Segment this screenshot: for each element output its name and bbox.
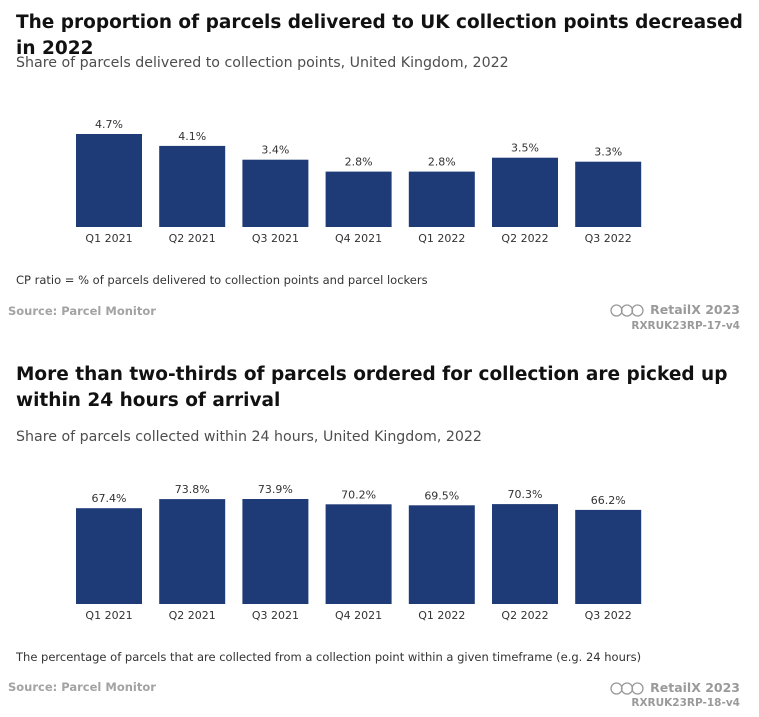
data-label: 73.8% bbox=[175, 483, 210, 496]
x-tick-label: Q4 2021 bbox=[335, 609, 382, 622]
bar-q2-2021 bbox=[159, 145, 226, 227]
bar-q4-2021 bbox=[325, 171, 392, 227]
bar-chart-collection-points: 4.7% Q1 2021 4.1% Q2 2021 3.4% Q3 2021 2.8% Q4 … bbox=[76, 118, 642, 245]
data-label: 69.5% bbox=[424, 489, 459, 502]
bar-q1-2022 bbox=[408, 171, 475, 227]
x-tick-label: Q1 2021 bbox=[85, 232, 132, 245]
bar-q1-2022 bbox=[408, 505, 475, 604]
bar-q1-2021 bbox=[76, 508, 142, 604]
x-tick-label: Q1 2021 bbox=[85, 609, 132, 622]
bar-chart-collected-within-24h: 67.4% Q1 2021 73.8% Q2 2021 73.9% Q3 2021 70.2… bbox=[76, 483, 642, 622]
bar-q3-2021 bbox=[242, 159, 309, 227]
bar-q2-2022 bbox=[492, 157, 558, 227]
chart-title: More than two-thirds of parcels ordered … bbox=[16, 364, 728, 411]
creative-commons-icon bbox=[610, 682, 644, 695]
data-label: 67.4% bbox=[92, 492, 127, 505]
brand-label: RetailX 2023 bbox=[610, 302, 740, 317]
source-label: Source: Parcel Monitor bbox=[8, 680, 156, 694]
data-label: 2.8% bbox=[428, 156, 456, 169]
bar-q3-2022 bbox=[575, 161, 642, 227]
data-label: 70.2% bbox=[341, 488, 376, 501]
bar-q2-2022 bbox=[492, 504, 558, 604]
chart-title: The proportion of parcels delivered to U… bbox=[16, 12, 743, 59]
bar-q2-2021 bbox=[159, 499, 226, 604]
brand-text: RetailX 2023 bbox=[650, 680, 740, 695]
data-label: 73.9% bbox=[258, 483, 293, 496]
chart-code: RXRUK23RP-18-v4 bbox=[631, 697, 740, 709]
data-label: 70.3% bbox=[508, 488, 543, 501]
data-label: 66.2% bbox=[591, 494, 626, 507]
chart-panel-collection-points: The proportion of parcels delivered to U… bbox=[0, 0, 759, 345]
x-tick-label: Q3 2021 bbox=[252, 609, 299, 622]
x-tick-label: Q3 2021 bbox=[252, 232, 299, 245]
source-label: Source: Parcel Monitor bbox=[8, 304, 156, 318]
x-tick-label: Q3 2022 bbox=[585, 609, 632, 622]
x-tick-label: Q3 2022 bbox=[585, 232, 632, 245]
data-label: 4.7% bbox=[95, 118, 123, 131]
chart-note: CP ratio = % of parcels delivered to col… bbox=[16, 273, 428, 287]
data-label: 2.8% bbox=[345, 156, 373, 169]
x-tick-label: Q2 2021 bbox=[169, 609, 216, 622]
bar-q4-2021 bbox=[325, 504, 392, 604]
bar-q3-2022 bbox=[575, 509, 642, 604]
brand-label: RetailX 2023 bbox=[610, 680, 740, 695]
data-label: 4.1% bbox=[178, 130, 206, 143]
x-tick-label: Q2 2021 bbox=[169, 232, 216, 245]
chart-code: RXRUK23RP-17-v4 bbox=[631, 320, 740, 332]
chart-subtitle: Share of parcels delivered to collection… bbox=[16, 55, 509, 71]
chart-panel-collected-within-24h: More than two-thirds of parcels ordered … bbox=[0, 358, 759, 717]
data-label: 3.4% bbox=[261, 144, 289, 157]
data-label: 3.3% bbox=[594, 146, 622, 159]
chart-note: The percentage of parcels that are colle… bbox=[16, 650, 642, 664]
data-label: 3.5% bbox=[511, 142, 539, 155]
creative-commons-icon bbox=[610, 304, 644, 317]
bar-q1-2021 bbox=[76, 134, 142, 227]
brand-text: RetailX 2023 bbox=[650, 302, 740, 317]
x-tick-label: Q4 2021 bbox=[335, 232, 382, 245]
bar-q3-2021 bbox=[242, 499, 309, 604]
x-tick-label: Q2 2022 bbox=[501, 609, 548, 622]
chart-subtitle: Share of parcels collected within 24 hou… bbox=[16, 429, 482, 445]
x-tick-label: Q1 2022 bbox=[418, 609, 465, 622]
x-tick-label: Q2 2022 bbox=[501, 232, 548, 245]
x-tick-label: Q1 2022 bbox=[418, 232, 465, 245]
